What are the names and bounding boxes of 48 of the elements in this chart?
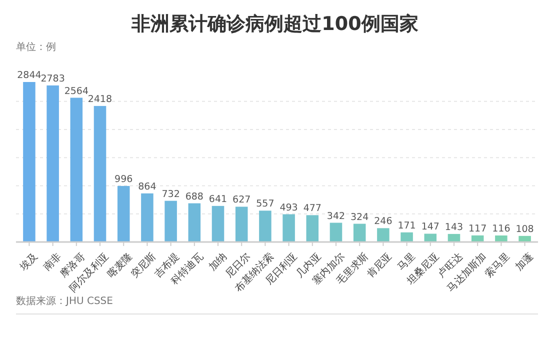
bar (141, 193, 154, 242)
bar (188, 203, 201, 242)
bar (235, 206, 248, 242)
bar (448, 234, 460, 242)
y-axis-title: 单位：例 (16, 41, 56, 53)
data-label: 147 (421, 222, 440, 233)
bar (495, 235, 508, 242)
data-label: 342 (326, 210, 346, 222)
data-label: 641 (208, 194, 228, 205)
data-label: 117 (468, 223, 487, 234)
data-label: 996 (114, 174, 133, 185)
data-label: 2564 (64, 86, 89, 97)
bar (306, 215, 319, 242)
bar (518, 236, 531, 242)
data-label: 864 (138, 181, 156, 192)
data-label: 2783 (40, 73, 65, 84)
x-tick-label: 埃及 (16, 250, 40, 274)
data-label: 2844 (17, 70, 42, 81)
data-label: 246 (374, 216, 392, 228)
data-label: 171 (398, 220, 416, 232)
data-label: 627 (232, 194, 251, 206)
data-label: 557 (256, 198, 274, 210)
bar (117, 186, 130, 242)
data-label: 2418 (88, 94, 112, 105)
bar (70, 98, 83, 242)
data-label: 116 (492, 223, 510, 234)
source-note: 数据来源：JHU CSSE (16, 295, 113, 307)
bar (377, 228, 390, 242)
bar (400, 232, 413, 242)
bar (23, 82, 36, 242)
chart-title: 非洲累计确诊病例超过100例国家 (130, 13, 418, 35)
bar (330, 222, 342, 242)
data-label: 477 (303, 203, 322, 214)
x-tick-label: 加蓬 (513, 250, 536, 274)
bar (282, 214, 295, 242)
bar (164, 200, 177, 242)
data-label: 324 (350, 212, 369, 223)
data-label: 732 (162, 188, 180, 200)
bar (94, 106, 106, 242)
bar (46, 85, 59, 242)
data-label: 108 (516, 224, 534, 235)
data-label: 688 (185, 191, 204, 202)
bar (353, 224, 366, 242)
data-label: 493 (280, 202, 298, 214)
bar (424, 234, 437, 242)
bar (212, 206, 224, 242)
bar (259, 210, 272, 242)
data-label: 143 (444, 222, 464, 233)
